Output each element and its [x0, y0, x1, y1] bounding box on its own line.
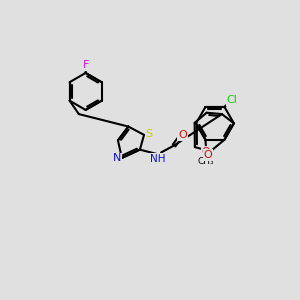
Text: CH₃: CH₃: [198, 157, 214, 166]
Text: O: O: [203, 150, 212, 160]
Text: F: F: [83, 60, 89, 70]
Text: O: O: [178, 130, 187, 140]
Text: N: N: [112, 153, 121, 164]
Text: O: O: [202, 147, 210, 157]
Text: NH: NH: [150, 154, 165, 164]
Text: Cl: Cl: [227, 95, 238, 105]
Text: S: S: [146, 129, 153, 139]
